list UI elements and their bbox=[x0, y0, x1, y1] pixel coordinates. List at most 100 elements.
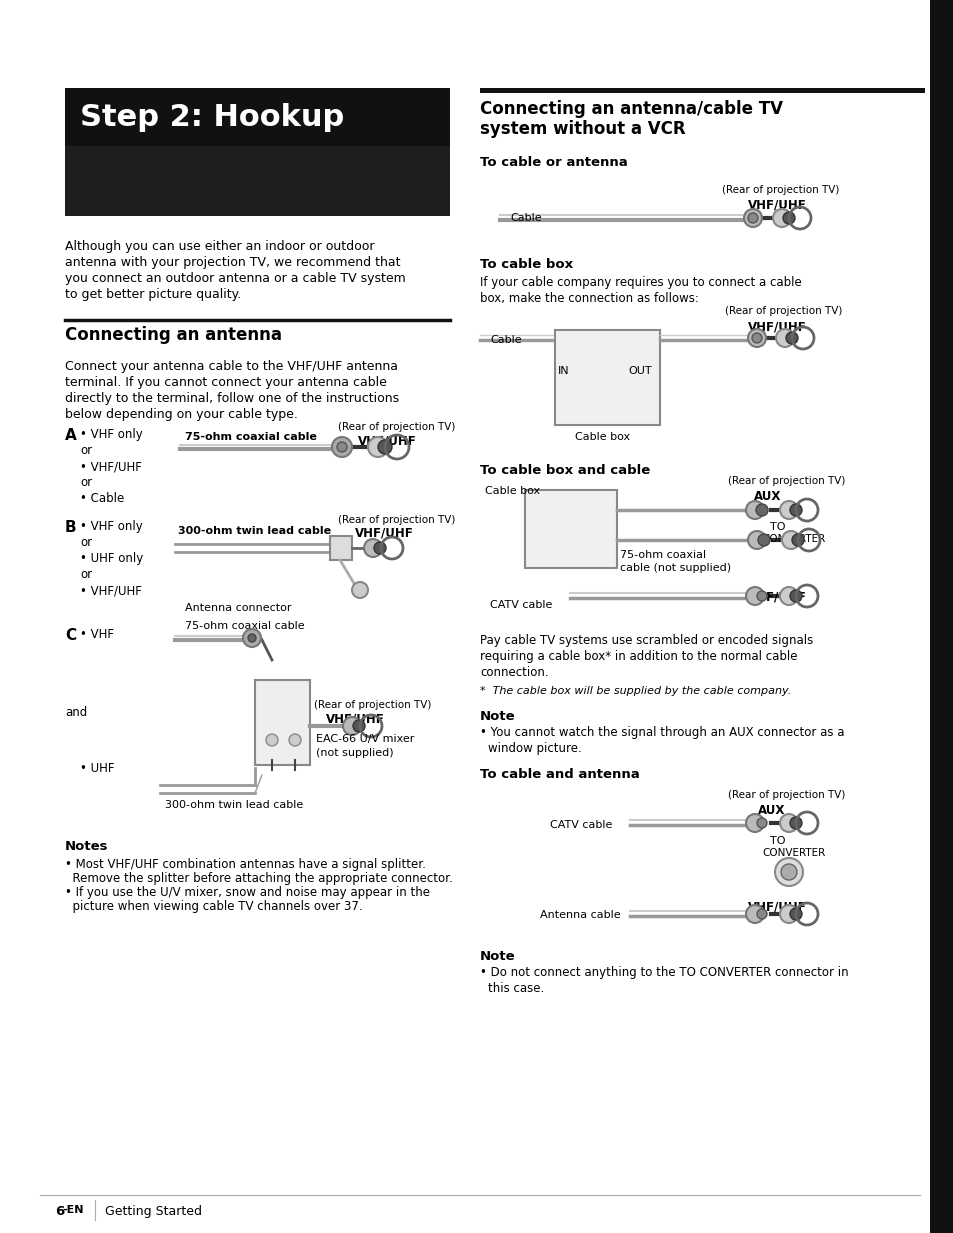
Bar bbox=[254, 681, 310, 764]
Text: • VHF only: • VHF only bbox=[80, 428, 143, 441]
Text: picture when viewing cable TV channels over 37.: picture when viewing cable TV channels o… bbox=[65, 900, 362, 912]
Text: box, make the connection as follows:: box, make the connection as follows: bbox=[479, 292, 699, 305]
Text: Cable box: Cable box bbox=[484, 486, 539, 496]
Text: or: or bbox=[80, 536, 92, 549]
Text: Getting Started: Getting Started bbox=[105, 1205, 202, 1218]
Circle shape bbox=[248, 634, 255, 642]
Text: 75-ohm coaxial: 75-ohm coaxial bbox=[619, 550, 705, 560]
Circle shape bbox=[781, 864, 796, 880]
Circle shape bbox=[781, 531, 800, 549]
Circle shape bbox=[336, 441, 347, 453]
Circle shape bbox=[747, 213, 758, 223]
Text: To cable box: To cable box bbox=[479, 258, 573, 271]
Text: AUX: AUX bbox=[753, 490, 781, 503]
Text: requiring a cable box* in addition to the normal cable: requiring a cable box* in addition to th… bbox=[479, 650, 797, 663]
Text: 75-ohm coaxial cable: 75-ohm coaxial cable bbox=[185, 621, 304, 631]
Text: (Rear of projection TV): (Rear of projection TV) bbox=[721, 185, 839, 195]
Text: and: and bbox=[65, 707, 87, 719]
Text: CONVERTER: CONVERTER bbox=[761, 534, 824, 544]
Bar bbox=[555, 330, 659, 425]
Circle shape bbox=[377, 440, 392, 454]
Text: Connect your antenna cable to the VHF/UHF antenna: Connect your antenna cable to the VHF/UH… bbox=[65, 360, 397, 374]
Text: IN: IN bbox=[558, 366, 569, 376]
Text: Notes: Notes bbox=[65, 840, 109, 853]
Text: VHF/UHF: VHF/UHF bbox=[747, 199, 806, 211]
Circle shape bbox=[743, 210, 761, 227]
Text: 300-ohm twin lead cable: 300-ohm twin lead cable bbox=[178, 526, 331, 536]
Text: C: C bbox=[65, 628, 76, 642]
Text: Note: Note bbox=[479, 949, 515, 963]
Circle shape bbox=[757, 817, 766, 829]
Text: this case.: this case. bbox=[488, 981, 543, 995]
Circle shape bbox=[747, 531, 765, 549]
Circle shape bbox=[775, 329, 793, 346]
Circle shape bbox=[772, 210, 790, 227]
Text: • UHF: • UHF bbox=[80, 762, 114, 776]
Text: 75-ohm coaxial cable: 75-ohm coaxial cable bbox=[185, 432, 316, 441]
Text: (Rear of projection TV): (Rear of projection TV) bbox=[724, 306, 841, 316]
Text: cable (not supplied): cable (not supplied) bbox=[619, 563, 730, 573]
Circle shape bbox=[352, 582, 368, 598]
Text: • VHF/UHF: • VHF/UHF bbox=[80, 584, 142, 597]
Circle shape bbox=[353, 720, 365, 732]
Text: (Rear of projection TV): (Rear of projection TV) bbox=[727, 790, 844, 800]
Text: terminal. If you cannot connect your antenna cable: terminal. If you cannot connect your ant… bbox=[65, 376, 387, 388]
Text: VHF/UHF: VHF/UHF bbox=[747, 900, 806, 912]
Text: • VHF/UHF: • VHF/UHF bbox=[80, 460, 142, 473]
Text: you connect an outdoor antenna or a cable TV system: you connect an outdoor antenna or a cabl… bbox=[65, 272, 405, 285]
Circle shape bbox=[368, 436, 388, 457]
Text: Cable: Cable bbox=[490, 335, 521, 345]
Text: directly to the terminal, follow one of the instructions: directly to the terminal, follow one of … bbox=[65, 392, 398, 404]
Text: Cable: Cable bbox=[510, 213, 541, 223]
Text: (Rear of projection TV): (Rear of projection TV) bbox=[314, 700, 431, 710]
Text: VHF/UHF: VHF/UHF bbox=[357, 434, 416, 448]
Text: If your cable company requires you to connect a cable: If your cable company requires you to co… bbox=[479, 276, 801, 289]
Text: *  The cable box will be supplied by the cable company.: * The cable box will be supplied by the … bbox=[479, 686, 790, 695]
Text: Pay cable TV systems use scrambled or encoded signals: Pay cable TV systems use scrambled or en… bbox=[479, 634, 812, 647]
Circle shape bbox=[789, 907, 801, 920]
Circle shape bbox=[243, 629, 261, 647]
Circle shape bbox=[789, 504, 801, 515]
Text: • Cable: • Cable bbox=[80, 492, 124, 506]
Text: To cable box and cable: To cable box and cable bbox=[479, 464, 650, 477]
Text: Connecting an antenna/cable TV: Connecting an antenna/cable TV bbox=[479, 100, 782, 118]
Text: Cable box: Cable box bbox=[575, 432, 630, 441]
Text: Note: Note bbox=[479, 710, 515, 723]
Text: • Most VHF/UHF combination antennas have a signal splitter.: • Most VHF/UHF combination antennas have… bbox=[65, 858, 425, 870]
Circle shape bbox=[745, 905, 763, 924]
Circle shape bbox=[757, 591, 766, 600]
Text: • VHF: • VHF bbox=[80, 628, 113, 641]
Text: (Rear of projection TV): (Rear of projection TV) bbox=[727, 476, 844, 486]
Circle shape bbox=[757, 909, 766, 919]
Text: • Do not connect anything to the TO CONVERTER connector in: • Do not connect anything to the TO CONV… bbox=[479, 965, 848, 979]
Circle shape bbox=[343, 718, 360, 735]
Circle shape bbox=[755, 504, 767, 515]
Circle shape bbox=[758, 534, 769, 546]
Text: VHF/UHF: VHF/UHF bbox=[747, 591, 806, 603]
Text: or: or bbox=[80, 476, 92, 490]
Bar bbox=[479, 88, 924, 92]
Text: Antenna cable: Antenna cable bbox=[539, 910, 620, 920]
Text: • VHF only: • VHF only bbox=[80, 520, 143, 533]
Text: • You cannot watch the signal through an AUX connector as a: • You cannot watch the signal through an… bbox=[479, 726, 843, 739]
Text: TO: TO bbox=[769, 522, 784, 531]
Text: to get better picture quality.: to get better picture quality. bbox=[65, 289, 241, 301]
Circle shape bbox=[747, 329, 765, 346]
Circle shape bbox=[774, 858, 802, 887]
Text: VHF/UHF: VHF/UHF bbox=[355, 526, 414, 540]
Text: AUX: AUX bbox=[758, 804, 784, 817]
Text: (Rear of projection TV): (Rear of projection TV) bbox=[337, 515, 455, 525]
Text: VHF/UHF: VHF/UHF bbox=[747, 321, 806, 333]
Text: TO: TO bbox=[769, 836, 784, 846]
Text: system without a VCR: system without a VCR bbox=[479, 120, 685, 138]
Text: 300-ohm twin lead cable: 300-ohm twin lead cable bbox=[165, 800, 303, 810]
Circle shape bbox=[745, 501, 763, 519]
Text: OUT: OUT bbox=[627, 366, 651, 376]
Text: Remove the splitter before attaching the appropriate connector.: Remove the splitter before attaching the… bbox=[65, 872, 453, 885]
Text: below depending on your cable type.: below depending on your cable type. bbox=[65, 408, 297, 420]
Text: CATV cable: CATV cable bbox=[550, 820, 612, 830]
Bar bbox=[330, 536, 352, 560]
Circle shape bbox=[780, 814, 797, 832]
Text: A: A bbox=[65, 428, 76, 443]
Circle shape bbox=[745, 814, 763, 832]
